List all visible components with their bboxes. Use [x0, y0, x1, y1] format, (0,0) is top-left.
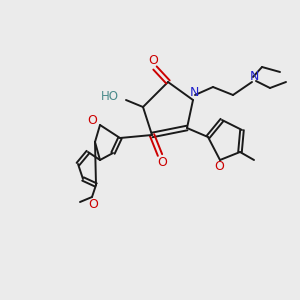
Text: O: O — [148, 53, 158, 67]
Text: O: O — [87, 115, 97, 128]
Text: O: O — [157, 157, 167, 169]
Text: O: O — [88, 197, 98, 211]
Text: N: N — [249, 70, 259, 83]
Text: O: O — [214, 160, 224, 173]
Text: N: N — [189, 86, 199, 100]
Text: HO: HO — [101, 91, 119, 103]
